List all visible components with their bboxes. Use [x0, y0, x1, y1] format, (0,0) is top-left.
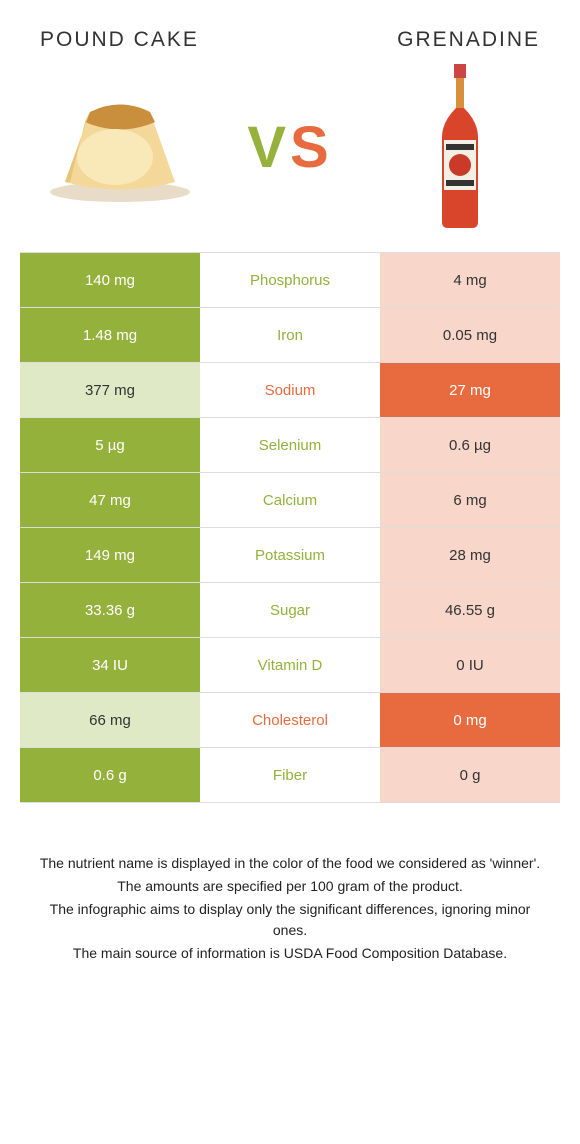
vs-label: VS [247, 114, 332, 181]
nutrient-name: Phosphorus [200, 253, 380, 307]
table-row: 0.6 gFiber0 g [20, 748, 560, 803]
table-row: 1.48 mgIron0.05 mg [20, 308, 560, 363]
nutrient-name: Fiber [200, 748, 380, 802]
value-right: 0 IU [380, 638, 560, 692]
value-left: 66 mg [20, 693, 200, 747]
nutrient-name: Vitamin D [200, 638, 380, 692]
value-left: 33.36 g [20, 583, 200, 637]
value-left: 5 µg [20, 418, 200, 472]
footer-line: The nutrient name is displayed in the co… [35, 853, 545, 874]
footer-line: The infographic aims to display only the… [35, 899, 545, 941]
value-right: 0 g [380, 748, 560, 802]
table-row: 5 µgSelenium0.6 µg [20, 418, 560, 473]
nutrient-name: Calcium [200, 473, 380, 527]
vs-s: S [290, 114, 333, 181]
pound-cake-image [40, 72, 200, 222]
nutrient-name: Potassium [200, 528, 380, 582]
value-left: 34 IU [20, 638, 200, 692]
value-left: 1.48 mg [20, 308, 200, 362]
value-left: 140 mg [20, 253, 200, 307]
value-left: 149 mg [20, 528, 200, 582]
value-right: 6 mg [380, 473, 560, 527]
table-row: 34 IUVitamin D0 IU [20, 638, 560, 693]
header: POUND CAKE GRENADINE [0, 0, 580, 62]
value-right: 46.55 g [380, 583, 560, 637]
value-right: 28 mg [380, 528, 560, 582]
nutrient-name: Sugar [200, 583, 380, 637]
footer-line: The main source of information is USDA F… [35, 943, 545, 964]
table-row: 66 mgCholesterol0 mg [20, 693, 560, 748]
table-row: 377 mgSodium27 mg [20, 363, 560, 418]
value-right: 0.6 µg [380, 418, 560, 472]
value-left: 47 mg [20, 473, 200, 527]
value-right: 27 mg [380, 363, 560, 417]
value-left: 377 mg [20, 363, 200, 417]
table-row: 47 mgCalcium6 mg [20, 473, 560, 528]
footer-notes: The nutrient name is displayed in the co… [0, 803, 580, 986]
nutrient-name: Iron [200, 308, 380, 362]
nutrient-table: 140 mgPhosphorus4 mg1.48 mgIron0.05 mg37… [20, 252, 560, 803]
footer-line: The amounts are specified per 100 gram o… [35, 876, 545, 897]
value-left: 0.6 g [20, 748, 200, 802]
nutrient-name: Cholesterol [200, 693, 380, 747]
table-row: 149 mgPotassium28 mg [20, 528, 560, 583]
vs-v: V [247, 114, 290, 181]
images-row: VS [0, 62, 580, 252]
nutrient-name: Selenium [200, 418, 380, 472]
infographic-container: POUND CAKE GRENADINE VS [0, 0, 580, 986]
table-row: 140 mgPhosphorus4 mg [20, 253, 560, 308]
value-right: 4 mg [380, 253, 560, 307]
title-right: GRENADINE [397, 28, 540, 52]
nutrient-name: Sodium [200, 363, 380, 417]
table-row: 33.36 gSugar46.55 g [20, 583, 560, 638]
value-right: 0.05 mg [380, 308, 560, 362]
value-right: 0 mg [380, 693, 560, 747]
title-left: POUND CAKE [40, 28, 199, 52]
grenadine-image [380, 72, 540, 222]
